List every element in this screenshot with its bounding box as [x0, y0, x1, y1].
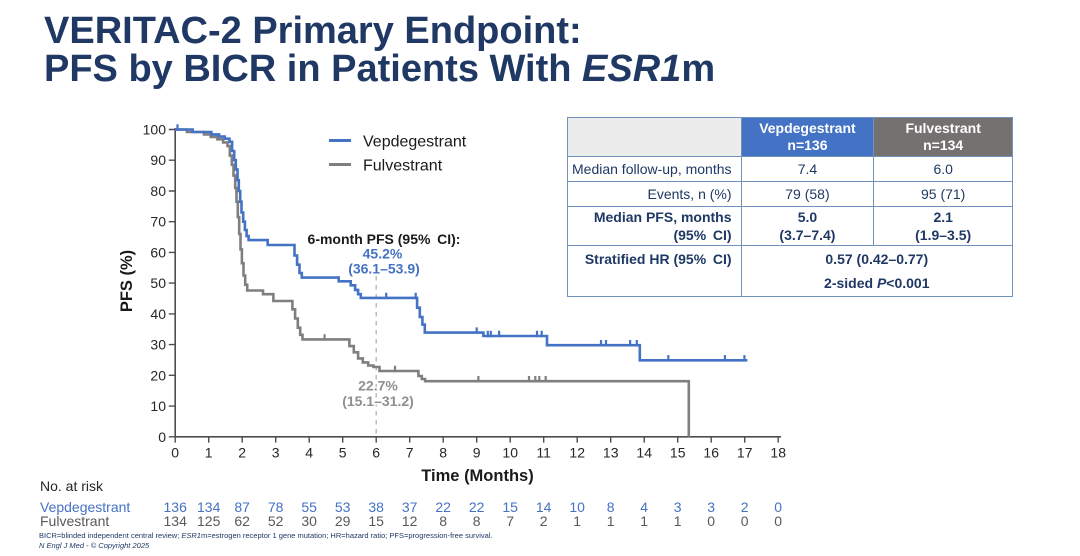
svg-text:Fulvestrant: Fulvestrant [363, 158, 443, 175]
svg-text:15: 15 [670, 445, 686, 461]
svg-text:50: 50 [150, 275, 166, 291]
svg-text:1: 1 [205, 445, 213, 461]
svg-text:13: 13 [603, 445, 619, 461]
svg-text:100: 100 [143, 122, 167, 138]
svg-text:5: 5 [339, 445, 347, 461]
svg-text:18: 18 [770, 445, 786, 461]
svg-text:80: 80 [150, 183, 166, 199]
svg-text:0: 0 [171, 445, 179, 461]
svg-text:20: 20 [150, 367, 166, 383]
svg-text:6-month PFS (95% CI):: 6-month PFS (95% CI): [308, 231, 461, 247]
svg-text:70: 70 [150, 214, 166, 230]
svg-text:14: 14 [636, 445, 652, 461]
svg-text:3: 3 [272, 445, 280, 461]
svg-text:(15.1–31.2): (15.1–31.2) [342, 393, 414, 409]
svg-text:9: 9 [473, 445, 481, 461]
svg-text:0: 0 [158, 429, 166, 445]
svg-text:4: 4 [305, 445, 313, 461]
svg-text:90: 90 [150, 152, 166, 168]
svg-text:Time (Months): Time (Months) [421, 467, 533, 485]
svg-text:40: 40 [150, 306, 166, 322]
svg-text:10: 10 [502, 445, 518, 461]
svg-text:45.2%: 45.2% [363, 246, 403, 262]
svg-text:PFS (%): PFS (%) [118, 250, 136, 312]
svg-text:10: 10 [150, 398, 166, 414]
svg-text:Vepdegestrant: Vepdegestrant [363, 134, 467, 151]
svg-text:16: 16 [703, 445, 719, 461]
svg-text:22.7%: 22.7% [358, 378, 398, 394]
svg-text:6: 6 [372, 445, 380, 461]
svg-text:11: 11 [536, 445, 551, 461]
svg-text:(36.1–53.9): (36.1–53.9) [348, 261, 420, 277]
svg-text:30: 30 [150, 337, 166, 353]
svg-text:7: 7 [406, 445, 414, 461]
svg-text:2: 2 [238, 445, 246, 461]
svg-text:8: 8 [439, 445, 447, 461]
svg-text:12: 12 [569, 445, 585, 461]
svg-text:17: 17 [737, 445, 753, 461]
svg-text:60: 60 [150, 244, 166, 260]
